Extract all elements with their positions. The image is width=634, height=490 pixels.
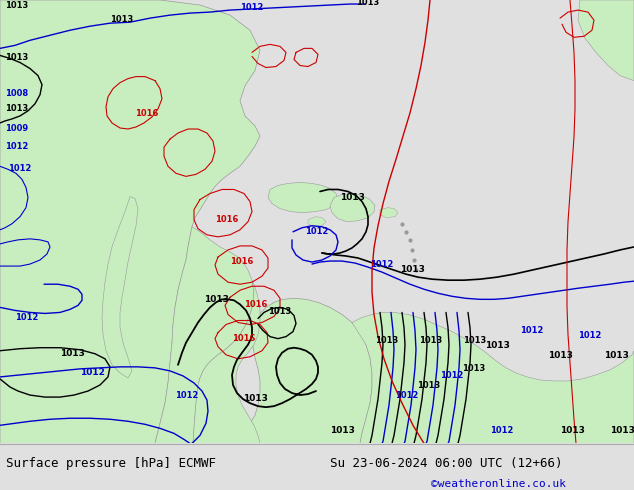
Text: 1016: 1016	[215, 215, 238, 224]
Polygon shape	[308, 217, 326, 227]
Polygon shape	[268, 182, 338, 213]
Text: 1013: 1013	[5, 53, 29, 62]
Text: 1013: 1013	[419, 336, 443, 344]
Text: 1012: 1012	[175, 391, 198, 400]
Text: 1016: 1016	[135, 109, 158, 118]
Text: ©weatheronline.co.uk: ©weatheronline.co.uk	[431, 479, 566, 489]
Text: 1013: 1013	[375, 336, 398, 344]
Text: 1012: 1012	[490, 426, 514, 436]
Text: 1013: 1013	[417, 381, 440, 390]
Text: 1013: 1013	[463, 336, 486, 344]
Text: 1013: 1013	[560, 426, 585, 436]
Polygon shape	[330, 194, 375, 221]
Text: 1013: 1013	[330, 426, 355, 436]
Text: 1013: 1013	[204, 295, 229, 304]
Text: 1013: 1013	[243, 394, 268, 403]
Text: 1013: 1013	[60, 349, 85, 358]
Text: 1012: 1012	[395, 391, 418, 400]
Text: 1013: 1013	[340, 193, 365, 201]
Text: 1012: 1012	[240, 3, 263, 12]
Polygon shape	[578, 0, 634, 81]
Text: 1016: 1016	[244, 300, 268, 309]
Text: 1012: 1012	[15, 314, 39, 322]
Text: 1013: 1013	[462, 364, 485, 373]
Text: Su 23-06-2024 06:00 UTC (12+66): Su 23-06-2024 06:00 UTC (12+66)	[330, 457, 562, 469]
Text: 1012: 1012	[520, 325, 543, 335]
Text: 1012: 1012	[8, 164, 31, 173]
Text: 1012: 1012	[305, 227, 328, 236]
Text: 1013: 1013	[356, 0, 379, 7]
Text: 1013: 1013	[485, 341, 510, 350]
Text: 1012: 1012	[5, 142, 29, 151]
Polygon shape	[102, 196, 138, 378]
Text: 1013: 1013	[110, 15, 133, 24]
Text: 1013: 1013	[5, 1, 29, 10]
Text: 1013: 1013	[268, 307, 291, 317]
Polygon shape	[155, 227, 254, 443]
Text: 1012: 1012	[370, 260, 393, 269]
Text: 1013: 1013	[5, 104, 29, 113]
Text: 1016: 1016	[232, 334, 256, 343]
Polygon shape	[352, 313, 634, 443]
Polygon shape	[380, 208, 398, 218]
Text: 1013: 1013	[610, 426, 634, 436]
Text: 1013: 1013	[604, 351, 629, 360]
Polygon shape	[193, 280, 260, 443]
Polygon shape	[0, 0, 260, 443]
Text: Surface pressure [hPa] ECMWF: Surface pressure [hPa] ECMWF	[6, 457, 216, 469]
Text: 1009: 1009	[5, 124, 28, 133]
Text: 1012: 1012	[80, 368, 105, 377]
Text: 1008: 1008	[5, 89, 28, 98]
Text: 1016: 1016	[230, 257, 254, 266]
Text: 1012: 1012	[440, 371, 463, 380]
Text: 1013: 1013	[400, 265, 425, 274]
Polygon shape	[240, 298, 372, 443]
Text: 1012: 1012	[578, 331, 602, 340]
Text: 1013: 1013	[548, 351, 573, 360]
